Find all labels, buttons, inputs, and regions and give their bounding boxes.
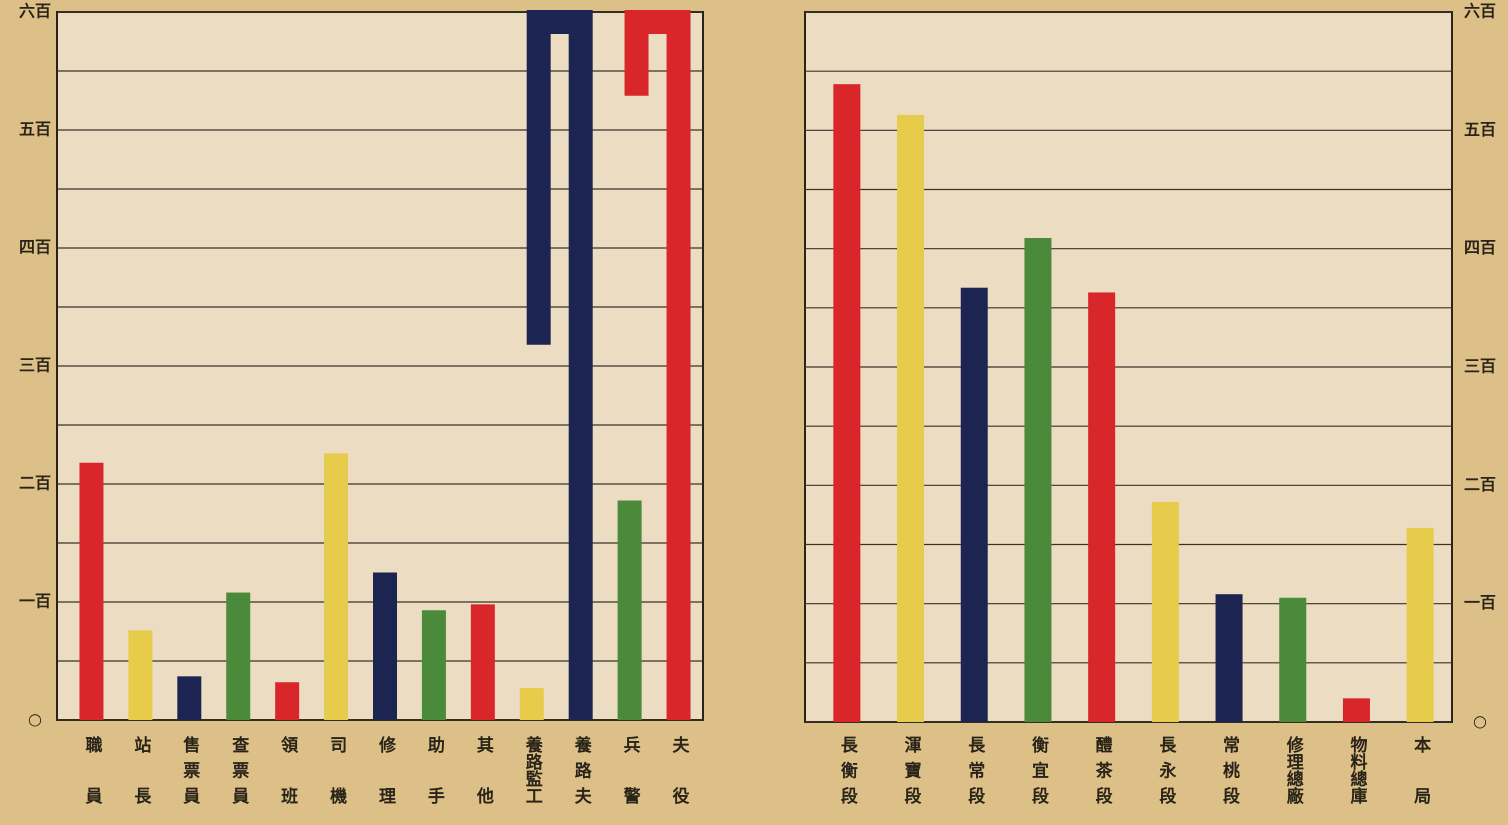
y-tick-label: 三百 <box>19 356 51 375</box>
bar <box>519 688 544 720</box>
bar <box>128 630 153 720</box>
bar <box>373 572 397 720</box>
bar <box>226 592 251 720</box>
y-tick-label: 一百 <box>19 592 51 611</box>
y-tick-label: 一百 <box>1464 593 1496 612</box>
x-tick-label: 長衡段 <box>837 736 858 813</box>
x-tick-label: 職員 <box>81 735 103 825</box>
y-tick-label: 二百 <box>1464 475 1496 494</box>
x-tick-label: 醴茶段 <box>1092 736 1113 813</box>
y-tick-label: 六百 <box>19 2 51 21</box>
x-tick-label: 查票員 <box>228 735 250 813</box>
bar <box>1151 501 1179 722</box>
bar <box>897 114 925 722</box>
y-tick-label: 五百 <box>1464 120 1496 139</box>
bar <box>1342 698 1370 722</box>
bar <box>275 682 300 720</box>
y-tick-label: ○ <box>1473 712 1487 731</box>
bar <box>79 462 104 720</box>
bar <box>1279 597 1307 722</box>
x-tick-label: 司機 <box>326 736 347 825</box>
y-tick-label: 三百 <box>1464 357 1496 376</box>
x-tick-label: 衡宜段 <box>1028 735 1049 813</box>
bar-wrapped <box>624 10 691 720</box>
x-tick-label: 常桃段 <box>1219 735 1240 813</box>
y-tick-label: 五百 <box>19 120 51 139</box>
x-tick-label: 領班 <box>277 735 298 825</box>
x-tick-label: 站長 <box>130 735 151 825</box>
y-tick-label: 四百 <box>19 238 51 257</box>
x-tick-label: 其他 <box>473 735 495 825</box>
y-tick-label: ○ <box>28 710 42 729</box>
y-tick-label: 六百 <box>1464 2 1496 21</box>
x-tick-label: 養路夫 <box>571 735 593 813</box>
bar <box>421 610 446 720</box>
bar <box>324 453 349 720</box>
x-tick-label: 助手 <box>424 735 445 825</box>
x-tick-label: 本局 <box>1410 735 1431 825</box>
bar <box>1215 594 1243 722</box>
bar <box>177 676 202 720</box>
bar <box>617 500 642 720</box>
x-tick-label: 長常段 <box>964 736 985 813</box>
x-tick-label: 修理 <box>375 735 397 825</box>
x-tick-label: 長永段 <box>1155 736 1177 813</box>
x-tick-label: 物料總庫 <box>1346 735 1367 805</box>
bar <box>1406 527 1434 722</box>
x-tick-label: 養路監工 <box>522 735 544 804</box>
x-tick-label: 兵警 <box>620 735 642 825</box>
x-tick-label: 夫役 <box>669 735 690 825</box>
x-tick-label: 修理總廠 <box>1283 735 1305 805</box>
bar <box>470 604 495 720</box>
y-tick-label: 二百 <box>19 474 51 493</box>
y-tick-label: 四百 <box>1464 238 1496 257</box>
bar-wrapped <box>526 10 593 720</box>
bar <box>960 287 988 722</box>
bar <box>833 84 861 722</box>
bar <box>1024 238 1052 722</box>
x-tick-label: 售票員 <box>179 735 201 813</box>
bar <box>1088 292 1116 722</box>
x-tick-label: 渾寶段 <box>901 736 922 813</box>
